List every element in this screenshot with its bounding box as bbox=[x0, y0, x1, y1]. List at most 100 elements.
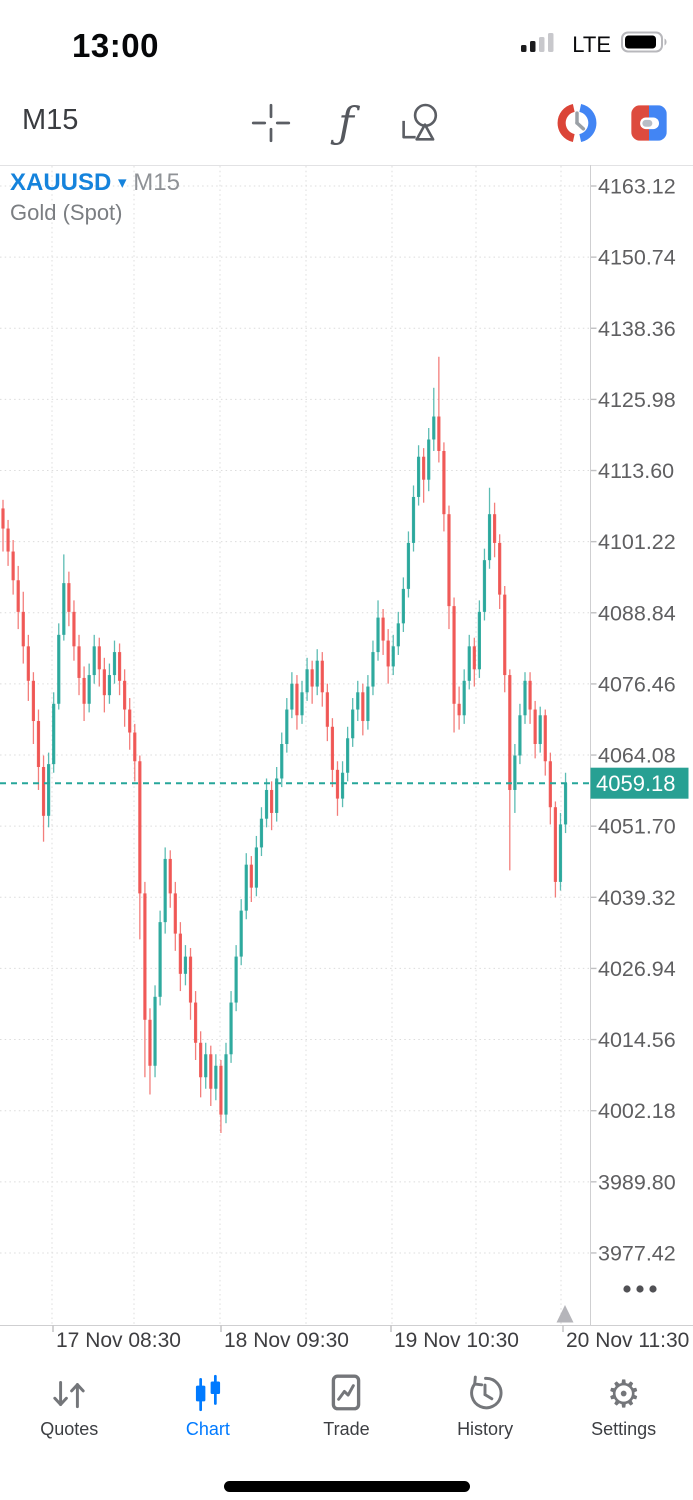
nav-tab-chart[interactable]: Chart bbox=[139, 1362, 278, 1454]
candlestick-chart-canvas[interactable]: 4163.12 4150.74 4138.36 4125.98 4113.60 4101.… bbox=[0, 165, 693, 1362]
current-price-label: 4059.18 bbox=[596, 771, 676, 796]
candle-body bbox=[498, 542, 502, 595]
candle-body bbox=[356, 692, 360, 710]
candle-body bbox=[340, 772, 345, 799]
line-chart-card-icon bbox=[324, 1368, 368, 1414]
home-indicator-handle[interactable] bbox=[224, 1481, 470, 1492]
candle-body bbox=[508, 675, 512, 790]
candle-body bbox=[204, 1054, 208, 1078]
chevron-down-icon[interactable]: ▾ bbox=[118, 173, 127, 192]
arrows-up-down-icon bbox=[47, 1368, 91, 1414]
crosshair-icon[interactable] bbox=[246, 98, 296, 148]
candle-body bbox=[290, 683, 294, 710]
candle-body bbox=[285, 709, 289, 745]
bottom-navigation: Quotes Chart Trade bbox=[0, 1362, 693, 1454]
candle-body bbox=[178, 933, 182, 974]
candle-body bbox=[219, 1065, 223, 1115]
candle-body bbox=[513, 755, 517, 790]
candle-body bbox=[300, 692, 304, 716]
candle-body bbox=[518, 715, 522, 756]
nav-tab-quotes[interactable]: Quotes bbox=[0, 1362, 139, 1454]
candle-body bbox=[143, 893, 147, 1020]
candle-body bbox=[41, 766, 46, 816]
candle-body bbox=[36, 721, 41, 767]
candle-body bbox=[437, 416, 441, 451]
price-chart[interactable]: 4163.12 4150.74 4138.36 4125.98 4113.60 4101.… bbox=[0, 165, 693, 1362]
candle-body bbox=[234, 956, 238, 1003]
candle-body bbox=[209, 1054, 213, 1089]
candle-body bbox=[411, 496, 416, 543]
economic-calendar-icon[interactable] bbox=[552, 98, 602, 148]
candle-body bbox=[315, 660, 319, 687]
clock-history-icon bbox=[463, 1368, 507, 1414]
candle-body bbox=[31, 680, 36, 722]
candle-body bbox=[351, 709, 355, 739]
candle-body bbox=[77, 646, 81, 678]
chart-symbol-header[interactable]: XAUUSD ▾ M15 Gold (Spot) bbox=[10, 169, 180, 226]
y-axis-label: 4138.36 bbox=[598, 317, 676, 341]
candle-body bbox=[239, 910, 243, 957]
battery-icon bbox=[621, 30, 671, 59]
axis-ellipsis-icon[interactable] bbox=[636, 1285, 644, 1293]
axis-ellipsis-icon[interactable] bbox=[649, 1285, 657, 1293]
gear-icon: ⚙ bbox=[606, 1374, 641, 1416]
x-axis-label: 18 Nov 09:30 bbox=[224, 1329, 349, 1352]
candle-body bbox=[406, 542, 411, 589]
candle-body bbox=[117, 652, 122, 681]
y-axis-label: 4039.32 bbox=[598, 886, 676, 910]
status-time: 13:00 bbox=[72, 27, 159, 64]
candle-body bbox=[543, 715, 547, 762]
y-axis-label: 4002.18 bbox=[598, 1099, 676, 1123]
candle-body bbox=[563, 783, 568, 825]
candle-body bbox=[533, 709, 537, 745]
candle-body bbox=[21, 611, 25, 647]
nav-tab-trade[interactable]: Trade bbox=[277, 1362, 416, 1454]
y-axis-label: 4014.56 bbox=[598, 1028, 676, 1052]
candle-body bbox=[325, 692, 329, 727]
scroll-to-end-triangle-icon[interactable] bbox=[556, 1305, 574, 1323]
y-axis-label: 4064.08 bbox=[598, 744, 676, 768]
candle-body bbox=[366, 686, 370, 722]
candle-body bbox=[254, 847, 258, 888]
candle-body bbox=[447, 514, 451, 607]
candle-body bbox=[52, 703, 56, 765]
candle-body bbox=[487, 514, 492, 561]
candle-body bbox=[123, 680, 127, 710]
candle-body bbox=[462, 680, 466, 716]
y-axis-label: 3977.42 bbox=[598, 1241, 676, 1265]
indicators-function-icon[interactable]: ƒ bbox=[338, 98, 354, 147]
candle-body bbox=[16, 580, 20, 612]
candle-body bbox=[193, 1002, 198, 1043]
candle-body bbox=[346, 738, 350, 773]
mql5-chat-icon[interactable] bbox=[624, 98, 674, 148]
candle-body bbox=[214, 1065, 218, 1089]
candle-body bbox=[97, 646, 101, 670]
candle-body bbox=[11, 551, 15, 581]
y-axis-label: 3989.80 bbox=[598, 1170, 676, 1194]
candle-body bbox=[26, 646, 30, 681]
nav-tab-history[interactable]: History bbox=[416, 1362, 555, 1454]
symbol-label[interactable]: XAUUSD bbox=[10, 169, 112, 196]
candle-body bbox=[259, 818, 264, 848]
y-axis-label: 4026.94 bbox=[598, 957, 676, 981]
candle-body bbox=[199, 1042, 203, 1078]
candle-body bbox=[427, 439, 431, 480]
candle-body bbox=[82, 677, 86, 704]
y-axis-label: 4163.12 bbox=[598, 175, 676, 199]
candle-body bbox=[396, 623, 400, 647]
candle-body bbox=[422, 456, 426, 480]
candle-body bbox=[72, 611, 76, 647]
candle-body bbox=[376, 617, 380, 653]
axis-ellipsis-icon[interactable] bbox=[623, 1285, 631, 1293]
candle-body bbox=[158, 922, 162, 997]
candle-body bbox=[163, 858, 167, 923]
candle-body bbox=[558, 824, 563, 882]
timeframe-button[interactable]: M15 bbox=[22, 104, 79, 136]
candle-body bbox=[1, 508, 5, 529]
objects-shapes-icon[interactable] bbox=[395, 98, 445, 148]
candle-body bbox=[244, 864, 248, 911]
candle-body bbox=[249, 864, 253, 888]
x-axis-label: 17 Nov 08:30 bbox=[56, 1329, 181, 1352]
nav-tab-settings[interactable]: ⚙ Settings bbox=[554, 1362, 693, 1454]
y-axis-label: 4101.22 bbox=[598, 530, 676, 554]
